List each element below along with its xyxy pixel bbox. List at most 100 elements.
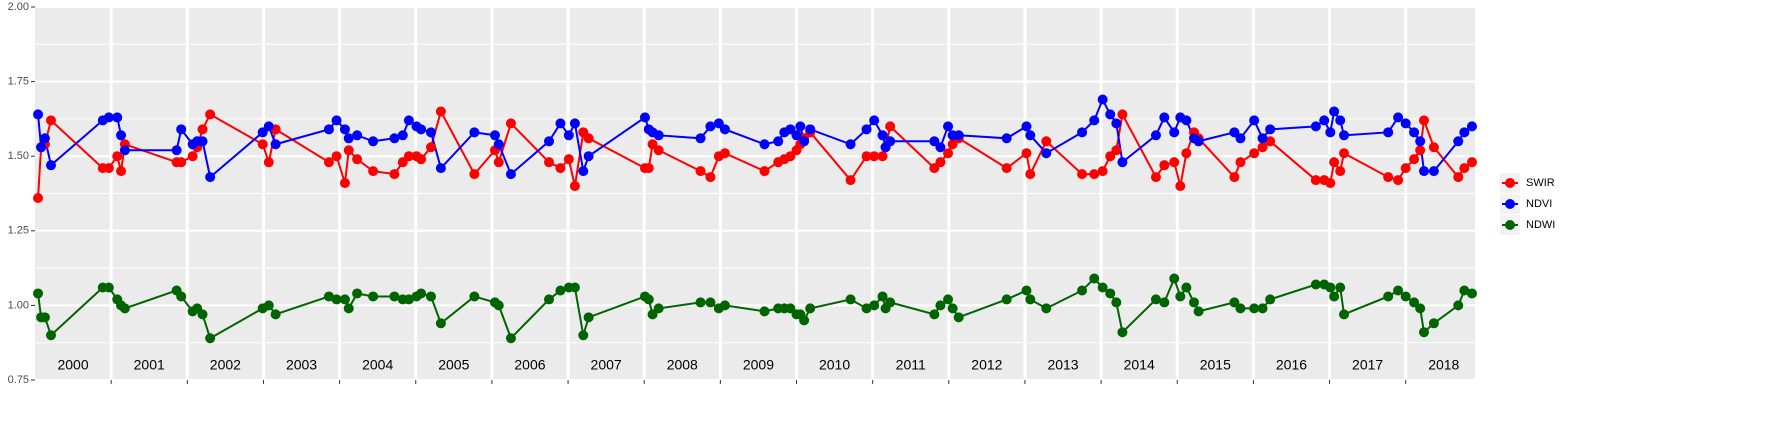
point — [331, 115, 342, 126]
point — [1265, 124, 1276, 135]
x-tick-label: 2005 — [438, 357, 469, 373]
point — [493, 139, 504, 150]
y-tick-label: 1.25 — [8, 225, 29, 237]
point — [805, 303, 816, 314]
point — [719, 124, 730, 135]
point — [1150, 130, 1161, 141]
point — [1335, 115, 1346, 126]
point — [397, 130, 408, 141]
point — [1339, 148, 1350, 159]
point — [1459, 285, 1470, 296]
point — [1383, 291, 1394, 302]
point — [1400, 291, 1411, 302]
point — [270, 309, 281, 320]
x-tick-label: 2002 — [210, 357, 241, 373]
point — [352, 288, 363, 299]
point — [1339, 309, 1350, 320]
point — [719, 300, 730, 311]
point — [469, 169, 480, 180]
point — [1025, 169, 1036, 180]
point — [39, 133, 50, 144]
point — [1097, 282, 1108, 293]
point — [171, 145, 182, 156]
point — [1021, 121, 1032, 132]
legend-label: NDWI — [1526, 219, 1555, 231]
point — [270, 139, 281, 150]
point — [1329, 106, 1340, 117]
point — [45, 160, 56, 171]
point — [33, 288, 44, 299]
point — [119, 145, 130, 156]
point — [343, 145, 354, 156]
point — [389, 133, 400, 144]
x-tick-label: 2004 — [362, 357, 393, 373]
point — [1310, 279, 1321, 290]
point — [435, 318, 446, 329]
point — [1339, 130, 1350, 141]
x-tick-label: 2012 — [971, 357, 1002, 373]
point — [39, 312, 50, 323]
point — [1229, 172, 1240, 183]
point — [205, 172, 216, 183]
point — [331, 151, 342, 162]
point — [705, 121, 716, 132]
point — [643, 163, 654, 174]
point — [505, 118, 516, 129]
point — [389, 291, 400, 302]
legend-label: NDVI — [1526, 198, 1552, 210]
point — [116, 166, 127, 177]
point — [1117, 109, 1128, 120]
point — [323, 291, 334, 302]
x-tick-label: 2003 — [286, 357, 317, 373]
point — [1453, 172, 1464, 183]
legend-dot — [1505, 178, 1515, 188]
point — [1001, 294, 1012, 305]
point — [1001, 133, 1012, 144]
point — [1409, 154, 1420, 165]
point — [1418, 327, 1429, 338]
x-tick-label: 2013 — [1047, 357, 1078, 373]
point — [1393, 112, 1404, 123]
point — [845, 139, 856, 150]
point — [1021, 285, 1032, 296]
point — [544, 157, 555, 168]
point — [263, 300, 274, 311]
point — [323, 124, 334, 135]
point — [339, 178, 350, 189]
point — [861, 124, 872, 135]
point — [1235, 157, 1246, 168]
point — [1409, 127, 1420, 138]
point — [368, 291, 379, 302]
legend-label: SWIR — [1526, 177, 1555, 189]
point — [1257, 303, 1268, 314]
point — [1466, 288, 1477, 299]
point — [1117, 157, 1128, 168]
point — [1383, 127, 1394, 138]
point — [759, 306, 770, 317]
point — [1329, 291, 1340, 302]
point — [1150, 294, 1161, 305]
point — [1097, 166, 1108, 177]
point — [1418, 115, 1429, 126]
point — [583, 133, 594, 144]
point — [1257, 142, 1268, 153]
point — [416, 288, 427, 299]
point — [1193, 136, 1204, 147]
x-tick-label: 2009 — [743, 357, 774, 373]
point — [403, 294, 414, 305]
point — [1089, 273, 1100, 284]
x-tick-label: 2007 — [591, 357, 622, 373]
x-tick-label: 2010 — [819, 357, 850, 373]
point — [1329, 157, 1340, 168]
point — [943, 121, 954, 132]
point — [1249, 303, 1260, 314]
y-tick-label: 1.00 — [8, 299, 29, 311]
point — [197, 309, 208, 320]
x-tick-label: 2000 — [57, 357, 88, 373]
point — [1159, 112, 1170, 123]
point — [1111, 118, 1122, 129]
point — [1325, 127, 1336, 138]
point — [1335, 166, 1346, 177]
point — [953, 130, 964, 141]
point — [1325, 282, 1336, 293]
